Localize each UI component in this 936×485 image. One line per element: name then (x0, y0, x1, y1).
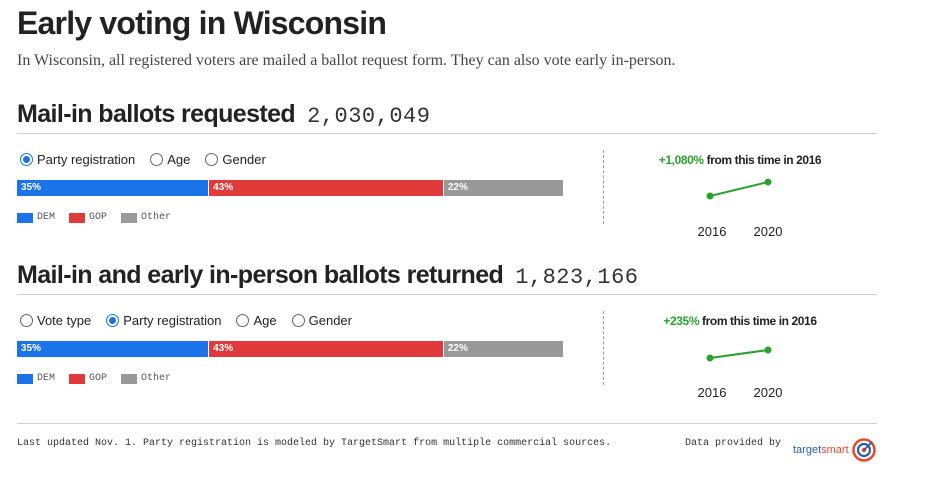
data-provided-by: Data provided by (685, 438, 782, 449)
radio-party-registration[interactable]: Party registration (20, 152, 135, 167)
slope-line (709, 349, 769, 359)
legend-swatch-gop (69, 212, 86, 223)
bar-segment-other: 22% (442, 341, 563, 357)
legend-requested: DEM GOP Other (17, 212, 185, 223)
radio-age[interactable]: Age (150, 152, 190, 167)
legend-item-other: Other (121, 373, 171, 384)
section-divider (17, 294, 877, 295)
section-title-returned: Mail-in and early in-person ballots retu… (17, 261, 639, 290)
logo-smart-text: smart (821, 444, 849, 456)
legend-label: GOP (89, 212, 108, 223)
section-title-text: Mail-in and early in-person ballots retu… (17, 261, 504, 289)
radio-label: Party registration (37, 152, 136, 167)
growth-label-requested: +1,080% from this time in 2016 (658, 153, 822, 167)
legend-swatch-other (121, 373, 138, 384)
radio-label: Age (167, 152, 191, 167)
legend-label: DEM (37, 373, 56, 384)
bar-segment-gop: 43% (208, 180, 443, 196)
bar-segment-gop: 43% (208, 341, 443, 357)
radio-label: Party registration (123, 313, 222, 328)
section-divider (17, 133, 877, 134)
growth-percent: +1,080% (658, 153, 704, 167)
bar-segment-other: 22% (442, 180, 563, 196)
radio-selected-icon[interactable] (20, 153, 33, 166)
radio-gender[interactable]: Gender (291, 313, 352, 328)
radio-label: Age (253, 313, 277, 328)
targetsmart-logo[interactable]: targetsmart (793, 438, 876, 462)
requested-count: 2,030,049 (307, 104, 431, 129)
page-title: Early voting in Wisconsin (17, 5, 387, 41)
growth-label-returned: +235% from this time in 2016 (663, 314, 817, 328)
legend-swatch-dem (17, 373, 33, 384)
radio-label: Vote type (37, 313, 92, 328)
growth-percent: +235% (663, 314, 700, 328)
year-label-2016: 2016 (697, 224, 727, 239)
radio-gender[interactable]: Gender (205, 152, 266, 167)
radio-label: Gender (308, 313, 352, 328)
stacked-bar-requested: 35% 43% 22% (17, 180, 563, 196)
legend-item-dem: DEM (17, 212, 55, 223)
breakdown-selector-requested: Party registration Age Gender (20, 152, 281, 167)
stacked-bar-returned: 35% 43% 22% (17, 341, 563, 357)
growth-slope-requested (706, 178, 772, 200)
returned-count: 1,823,166 (515, 265, 639, 290)
legend-label: GOP (89, 373, 108, 384)
target-icon (851, 438, 876, 462)
slope-point-2020 (764, 346, 772, 354)
year-label-2020: 2020 (753, 224, 783, 239)
radio-label: Gender (222, 152, 266, 167)
slope-point-2016 (706, 192, 714, 200)
legend-label: Other (141, 373, 172, 384)
legend-item-gop: GOP (69, 373, 107, 384)
slope-point-2016 (706, 354, 714, 362)
radio-party-registration[interactable]: Party registration (106, 313, 221, 328)
legend-swatch-gop (69, 373, 86, 384)
legend-label: DEM (37, 212, 56, 223)
dashed-divider (603, 150, 604, 224)
legend-swatch-other (121, 212, 138, 223)
slope-line (709, 181, 769, 197)
dashed-divider (603, 311, 604, 385)
legend-item-gop: GOP (69, 212, 107, 223)
legend-returned: DEM GOP Other (17, 373, 185, 384)
page-subtitle: In Wisconsin, all registered voters are … (17, 52, 676, 69)
year-label-2020: 2020 (753, 385, 783, 400)
growth-text: from this time in 2016 (699, 314, 817, 328)
section-title-requested: Mail-in ballots requested 2,030,049 (17, 100, 430, 129)
radio-unselected-icon[interactable] (20, 314, 33, 327)
growth-text: from this time in 2016 (703, 153, 822, 167)
bar-segment-dem: 35% (17, 180, 209, 196)
radio-selected-icon[interactable] (106, 314, 120, 327)
radio-unselected-icon[interactable] (291, 314, 305, 327)
legend-swatch-dem (17, 212, 33, 223)
logo-target-text: target (793, 444, 822, 456)
footer-divider (17, 423, 877, 424)
bar-segment-dem: 35% (17, 341, 209, 357)
radio-age[interactable]: Age (236, 313, 277, 328)
breakdown-selector-returned: Vote type Party registration Age Gender (20, 313, 367, 328)
slope-point-2020 (764, 178, 772, 186)
section-title-text: Mail-in ballots requested (17, 100, 296, 128)
radio-vote-type[interactable]: Vote type (20, 313, 91, 328)
logo-wordmark: targetsmart (793, 444, 849, 456)
year-label-2016: 2016 (697, 385, 727, 400)
growth-slope-returned (706, 346, 772, 362)
radio-unselected-icon[interactable] (236, 314, 250, 327)
legend-item-other: Other (121, 212, 171, 223)
footer-note: Last updated Nov. 1. Party registration … (17, 438, 612, 449)
legend-label: Other (141, 212, 172, 223)
legend-item-dem: DEM (17, 373, 55, 384)
radio-unselected-icon[interactable] (205, 153, 219, 166)
radio-unselected-icon[interactable] (150, 153, 164, 166)
